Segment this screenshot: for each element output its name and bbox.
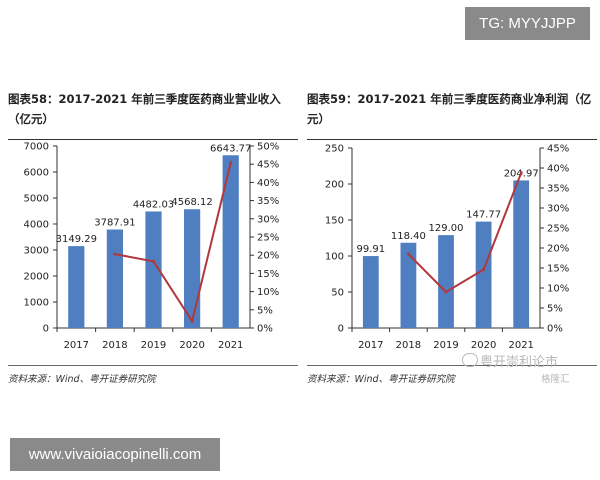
- growth-point: [152, 259, 155, 263]
- watermark-text: 粤开崇利论市: [480, 355, 559, 370]
- y-tick-label-left: 100: [325, 252, 344, 263]
- x-tick-label: 2017: [358, 340, 383, 351]
- x-tick-label: 2019: [433, 340, 458, 351]
- y-tick-label-right: 20%: [547, 244, 569, 255]
- bar: [183, 209, 201, 328]
- source-note-left: 资料来源：Wind、粤开证券研究院: [8, 374, 156, 385]
- x-tick-label: 2018: [396, 340, 421, 351]
- bar-data-label: 118.40: [391, 231, 426, 242]
- y-tick-label-left: 2000: [24, 272, 49, 283]
- bar: [222, 155, 239, 328]
- y-tick-label-left: 7000: [24, 142, 49, 153]
- top-rule-left: [8, 139, 298, 140]
- x-tick-label: 2019: [141, 340, 166, 351]
- y-tick-label-right: 30%: [257, 214, 279, 225]
- growth-point: [482, 268, 486, 272]
- y-tick-label-left: 50: [331, 288, 344, 299]
- bar-data-label: 4482.03: [133, 199, 174, 210]
- y-tick-label-right: 40%: [547, 164, 569, 175]
- bar-data-label: 129.00: [429, 223, 464, 234]
- x-tick-label: 2021: [508, 340, 533, 351]
- bar-data-label: 6643.77: [210, 143, 251, 154]
- y-tick-label-left: 6000: [24, 168, 49, 179]
- revenue-chart: 0 1000 2000 3000 4000 5000 6000 7000 0% 5% 10% 15% 2…: [24, 142, 280, 352]
- chart-title-revenue: 图表58：2017-2021 年前三季度医药商业营业收入（亿元）: [8, 92, 281, 126]
- y-tick-label-right: 10%: [257, 287, 279, 298]
- y-tick-label-left: 150: [325, 216, 344, 227]
- bar: [68, 246, 85, 328]
- bar: [400, 242, 417, 328]
- y-tick-label-left: 5000: [24, 194, 49, 205]
- growth-point: [406, 252, 410, 256]
- bar-data-label: 99.91: [356, 244, 385, 255]
- bottom-rule-left: [8, 365, 298, 366]
- telegram-tag: TG: MYYJJPP: [465, 7, 590, 40]
- y-tick-label-left: 1000: [24, 298, 49, 309]
- y-tick-label-right: 35%: [547, 184, 569, 195]
- y-tick-label-right: 50%: [257, 142, 279, 153]
- y-tick-label-right: 15%: [257, 269, 279, 280]
- x-tick-label: 2018: [102, 340, 127, 351]
- y-tick-label-right: 25%: [257, 233, 279, 244]
- bar: [362, 256, 379, 328]
- bar: [145, 211, 162, 328]
- y-tick-label-right: 0%: [547, 324, 563, 335]
- y-tick-label-left: 0: [43, 324, 49, 335]
- profit-chart: 0 50 100 150 200 250 0% 5% 10% 15% 20% 25% 30% 35% 40%…: [325, 144, 569, 352]
- growth-point: [229, 161, 233, 165]
- y-tick-label-left: 3000: [24, 246, 49, 257]
- bar-data-label: 4568.12: [171, 197, 212, 208]
- bar-data-label: 147.77: [466, 210, 501, 221]
- x-tick-label: 2017: [64, 340, 89, 351]
- bottom-rule-right: [307, 365, 597, 366]
- bar: [475, 221, 492, 328]
- y-tick-label-left: 200: [325, 180, 344, 191]
- footer-url: www.vivaioiacopinelli.com: [10, 438, 220, 471]
- wechat-icon: [462, 353, 478, 367]
- x-tick-label: 2020: [471, 340, 496, 351]
- bar: [106, 229, 124, 328]
- y-tick-label-right: 35%: [257, 196, 279, 207]
- top-rule-right: [307, 139, 597, 140]
- y-tick-label-right: 5%: [257, 305, 273, 316]
- growth-line: [114, 162, 232, 324]
- y-tick-label-right: 45%: [547, 144, 569, 155]
- growth-point: [190, 319, 194, 323]
- growth-point: [444, 290, 448, 294]
- bar-data-label: 3149.29: [56, 234, 97, 245]
- growth-line: [407, 172, 523, 294]
- y-tick-label-right: 45%: [257, 160, 279, 171]
- bar: [513, 180, 530, 328]
- chart-title-profit: 图表59：2017-2021 年前三季度医药商业净利润（亿元）: [307, 92, 592, 126]
- y-tick-label-right: 0%: [257, 324, 273, 335]
- bar-data-label: 3787.91: [94, 218, 135, 229]
- y-tick-label-right: 10%: [547, 284, 569, 295]
- y-tick-label-right: 5%: [547, 304, 563, 315]
- y-tick-label-right: 40%: [257, 178, 279, 189]
- x-tick-label: 2021: [218, 340, 243, 351]
- y-tick-label-left: 0: [338, 324, 344, 335]
- y-tick-label-left: 250: [325, 144, 344, 155]
- bar: [438, 235, 454, 328]
- growth-point: [113, 252, 117, 256]
- source-note-right: 资料来源：Wind、粤开证券研究院: [307, 374, 455, 385]
- watermark-small: 格隆汇: [541, 374, 570, 385]
- y-tick-label-right: 25%: [547, 224, 569, 235]
- y-tick-label-left: 4000: [24, 220, 49, 231]
- y-tick-label-right: 30%: [547, 204, 569, 215]
- y-tick-label-right: 15%: [547, 264, 569, 275]
- x-tick-label: 2020: [179, 340, 204, 351]
- y-tick-label-right: 20%: [257, 251, 279, 262]
- growth-point: [519, 171, 523, 175]
